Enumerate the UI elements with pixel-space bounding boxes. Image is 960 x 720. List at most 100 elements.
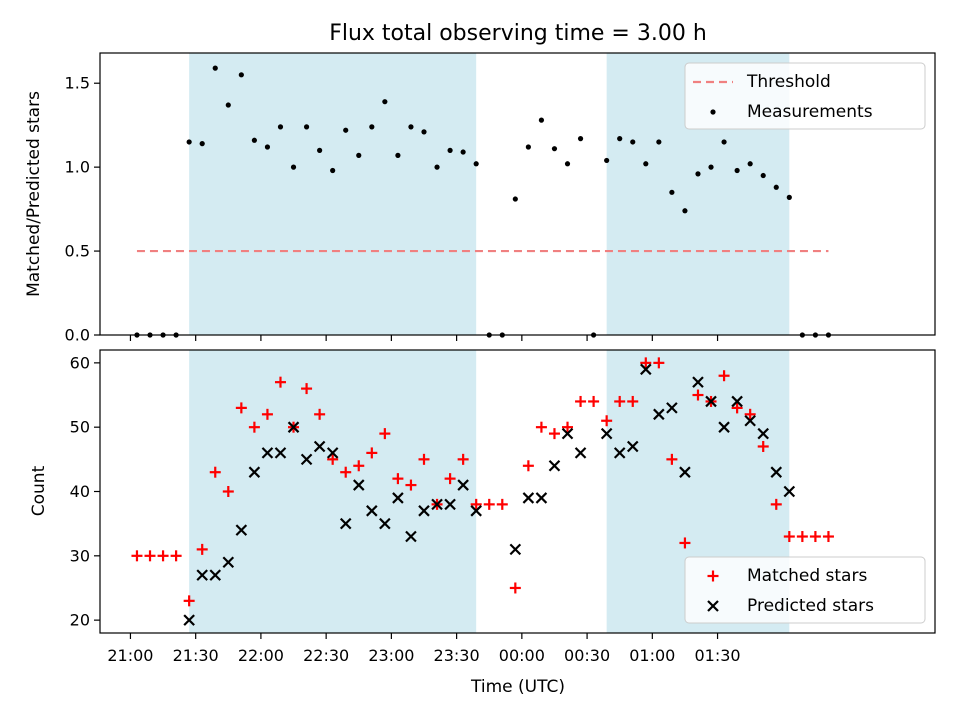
predicted-point-b xyxy=(666,402,678,414)
predicted-point-b xyxy=(770,466,783,478)
matched-point xyxy=(588,395,600,407)
measurement-point xyxy=(721,139,727,145)
predicted-point xyxy=(692,376,704,388)
predicted-point-b xyxy=(640,363,652,376)
matched-point xyxy=(235,402,247,414)
predicted-point-b xyxy=(783,485,796,498)
measurement-point xyxy=(264,144,271,150)
predicted-point xyxy=(300,453,313,466)
predicted-point xyxy=(731,395,743,408)
predicted-point xyxy=(666,402,678,414)
matched-point xyxy=(522,460,534,472)
measurement-point xyxy=(303,124,310,130)
measurement-point xyxy=(251,137,257,143)
predicted-point xyxy=(613,447,626,459)
x-tick-label: 22:30 xyxy=(303,646,349,665)
predicted-point-b xyxy=(444,498,456,511)
matched-point xyxy=(614,395,626,407)
matched-point xyxy=(627,395,639,407)
matched-point xyxy=(261,408,273,420)
matched-point xyxy=(679,537,691,549)
predicted-point xyxy=(679,466,691,478)
top-y-tick-label: 1.0 xyxy=(65,158,90,177)
matched-point xyxy=(562,421,574,433)
predicted-point xyxy=(287,421,300,433)
measurement-point xyxy=(512,196,518,202)
measurement-point xyxy=(760,172,766,179)
predicted-point-b xyxy=(509,543,522,556)
predicted-point xyxy=(457,479,469,491)
predicted-point xyxy=(509,543,522,556)
predicted-point-b xyxy=(653,408,665,421)
matched-point xyxy=(405,479,417,491)
predicted-point-b xyxy=(744,414,756,427)
predicted-point-b xyxy=(418,505,430,517)
legend-label: Measurements xyxy=(747,102,873,122)
predicted-point xyxy=(770,466,783,478)
matched-point xyxy=(809,531,821,543)
predicted-point-b xyxy=(535,492,548,504)
predicted-point-b xyxy=(183,614,195,626)
top-axes-frame xyxy=(99,52,936,336)
predicted-point xyxy=(183,614,195,626)
predicted-point xyxy=(313,440,326,453)
matched-point xyxy=(575,395,587,407)
matched-point xyxy=(783,531,795,543)
measurement-point xyxy=(330,167,336,174)
predicted-point-b xyxy=(522,492,535,504)
measurement-point xyxy=(382,99,388,105)
predicted-point-b xyxy=(366,505,378,517)
predicted-point xyxy=(522,492,535,504)
measurement-point xyxy=(408,124,414,130)
predicted-point-b xyxy=(235,524,248,536)
measurement-point xyxy=(460,149,466,155)
bottom-legend: Matched stars Predicted stars xyxy=(684,556,926,624)
predicted-point xyxy=(640,363,652,376)
predicted-point-b xyxy=(574,447,587,459)
measurement-point xyxy=(199,141,205,147)
measurement-point xyxy=(538,117,545,123)
matched-point xyxy=(340,466,352,478)
matched-point xyxy=(666,453,678,465)
predicted-point-b xyxy=(313,440,326,453)
matched-point xyxy=(744,408,756,420)
measurement-point xyxy=(434,164,440,170)
top-series-0 xyxy=(134,65,832,338)
predicted-point-b xyxy=(209,569,222,581)
x-tick-label: 22:00 xyxy=(238,646,284,665)
predicted-point xyxy=(626,440,639,453)
predicted-point xyxy=(209,569,222,581)
top-panel: 0.0 0.5 1.0 1.5 Threshold Measurements xyxy=(65,52,936,345)
predicted-point xyxy=(418,505,430,517)
legend-matched-swatch xyxy=(707,570,719,582)
predicted-point xyxy=(574,447,587,459)
predicted-point-b xyxy=(379,517,391,530)
measurement-point xyxy=(682,208,688,214)
matched-point xyxy=(327,453,339,465)
predicted-point-b xyxy=(339,517,352,530)
top-y-tick-label: 0.0 xyxy=(65,326,90,345)
x-tick-label: 01:00 xyxy=(629,646,675,665)
predicted-point xyxy=(653,408,665,421)
chart-title: Flux total observing time = 3.00 h xyxy=(329,21,707,46)
predicted-point-b xyxy=(718,421,730,433)
bottom-y-tick-label: 20 xyxy=(70,611,90,630)
matched-point xyxy=(418,453,430,465)
predicted-point-b xyxy=(352,479,365,491)
predicted-point xyxy=(718,421,730,433)
predicted-point-b xyxy=(548,459,561,472)
measurement-point xyxy=(695,171,701,177)
matched-point xyxy=(392,473,404,485)
predicted-point-b xyxy=(731,395,743,408)
measurement-point xyxy=(656,139,662,145)
matched-point xyxy=(757,440,769,452)
predicted-point xyxy=(235,524,248,536)
matched-point xyxy=(718,370,730,382)
measurement-point xyxy=(290,164,297,170)
matched-point xyxy=(353,460,365,472)
predicted-point xyxy=(326,447,339,459)
predicted-point-b xyxy=(405,530,417,543)
measurement-point xyxy=(369,124,375,130)
bottom-shaded-interval xyxy=(189,350,477,633)
